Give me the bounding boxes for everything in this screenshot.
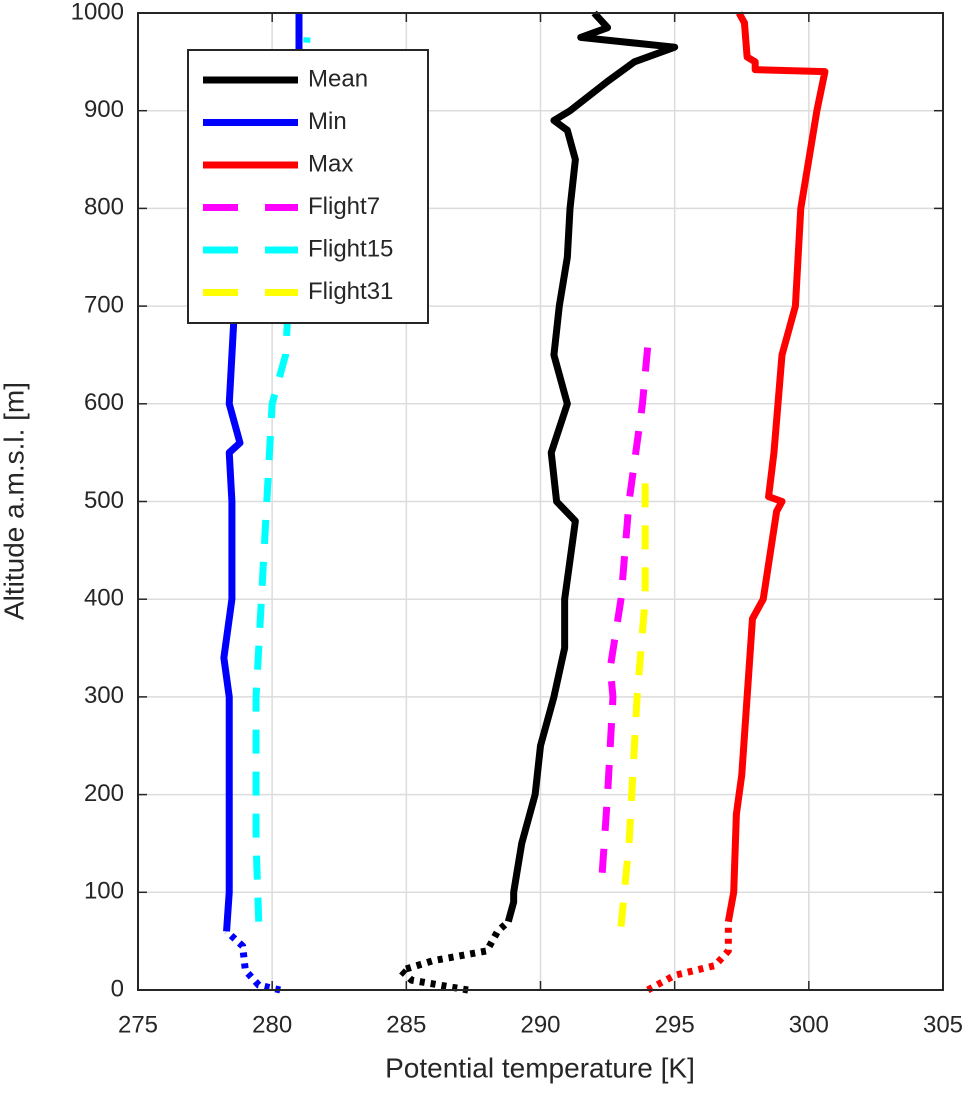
- legend-label: Min: [308, 108, 347, 135]
- legend-label: Mean: [308, 65, 368, 92]
- x-tick-label: 295: [655, 1011, 695, 1038]
- plot-border: [137, 12, 944, 991]
- data-line: [598, 344, 652, 873]
- y-tick-label: 500: [84, 487, 124, 514]
- y-tick-label: 100: [84, 878, 124, 905]
- x-axis-label: Potential temperature [K]: [385, 1052, 695, 1083]
- x-tick-label: 280: [252, 1011, 292, 1038]
- y-tick-label: 300: [84, 682, 124, 709]
- data-line: [397, 919, 511, 994]
- legend-box: [187, 49, 429, 324]
- y-tick-label: 200: [84, 780, 124, 807]
- y-tick-label: 800: [84, 194, 124, 221]
- data-line: [724, 11, 829, 923]
- x-tick-label: 290: [520, 1011, 560, 1038]
- data-line: [504, 10, 679, 923]
- y-tick-label: 400: [84, 585, 124, 612]
- x-tick-label: 300: [789, 1011, 829, 1038]
- data-line: [646, 921, 732, 994]
- x-tick-label: 305: [923, 1011, 963, 1038]
- y-tick-label: 1000: [71, 0, 124, 25]
- legend-label: Flight15: [308, 235, 393, 262]
- y-tick-label: 900: [84, 96, 124, 123]
- data-line: [224, 928, 281, 994]
- legend-label: Max: [308, 150, 353, 177]
- x-tick-label: 275: [118, 1011, 158, 1038]
- data-line: [617, 481, 649, 927]
- y-axis-label: Altitude a.m.s.l. [m]: [0, 382, 29, 620]
- x-tick-label: 285: [386, 1011, 426, 1038]
- legend-label: Flight7: [308, 193, 380, 220]
- y-tick-label: 600: [84, 389, 124, 416]
- legend-label: Flight31: [308, 278, 393, 305]
- y-tick-label: 0: [111, 975, 124, 1002]
- y-tick-label: 700: [84, 291, 124, 318]
